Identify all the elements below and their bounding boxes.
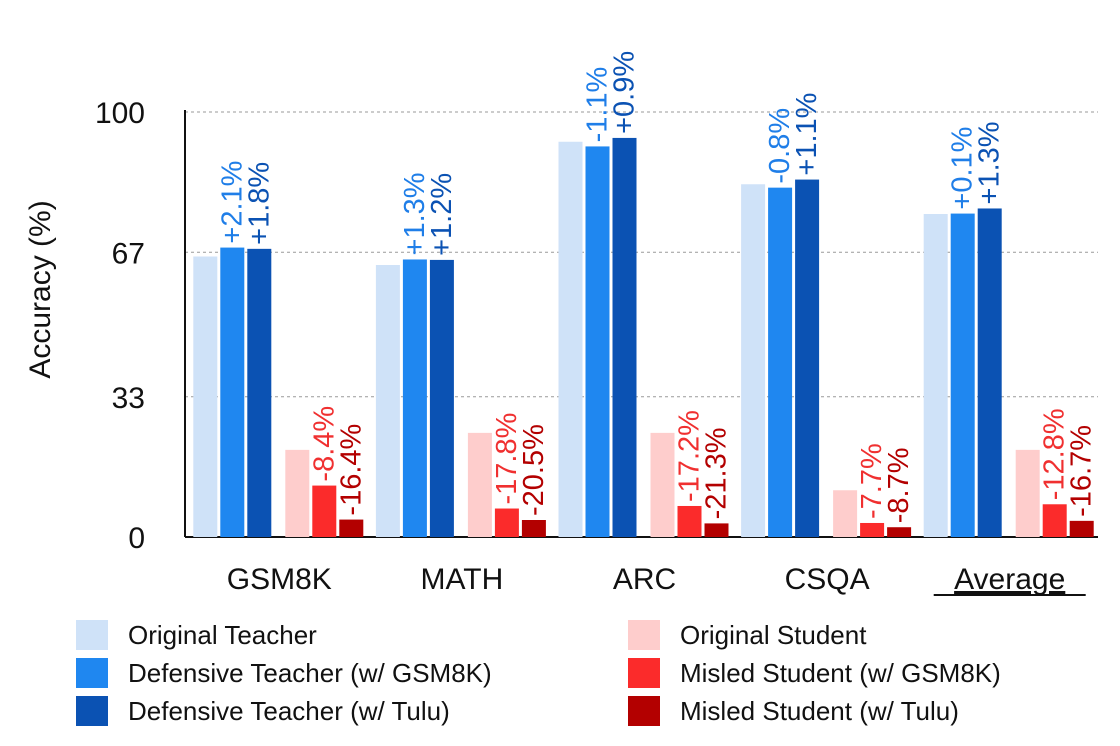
bar-csqa-series-4 <box>860 522 885 537</box>
y-tick-label: 100 <box>95 97 145 130</box>
legend-swatch <box>628 658 660 688</box>
data-label: -0.8% <box>764 108 796 184</box>
data-label: +1.3% <box>974 121 1006 204</box>
data-label: -17.8% <box>491 413 523 505</box>
data-label: +1.1% <box>791 93 823 176</box>
bar-arc-series-0 <box>558 141 583 537</box>
bar-average-series-0 <box>923 214 948 537</box>
x-tick-label: CSQA <box>785 563 870 596</box>
bar-gsm8k-series-2 <box>247 248 272 537</box>
data-label: +1.3% <box>399 172 431 255</box>
bar-arc-series-4 <box>677 505 702 537</box>
x-tick-label: GSM8K <box>227 563 332 596</box>
legend-label: Misled Student (w/ GSM8K) <box>680 658 1001 688</box>
bar-arc-series-3 <box>650 432 675 537</box>
y-axis-label: Accuracy (%) <box>24 200 57 378</box>
legend-swatch <box>76 620 108 650</box>
bar-math-series-5 <box>521 520 546 537</box>
bar-math-series-2 <box>429 259 454 537</box>
x-tick-label: MATH <box>421 563 504 596</box>
legend-label: Original Student <box>680 620 867 650</box>
y-tick-label: 0 <box>128 522 145 555</box>
bar-average-series-5 <box>1069 520 1094 537</box>
legend-swatch <box>76 658 108 688</box>
bar-arc-series-1 <box>585 146 610 538</box>
bar-csqa-series-0 <box>741 184 766 537</box>
data-label: -12.8% <box>1039 408 1071 500</box>
data-label: -17.2% <box>674 410 706 502</box>
bar-average-series-4 <box>1042 504 1067 537</box>
bar-gsm8k-series-0 <box>193 256 218 537</box>
data-label: +1.2% <box>426 173 458 256</box>
bar-math-series-1 <box>402 259 427 537</box>
x-tick-label: Average <box>954 563 1065 596</box>
legend-swatch <box>628 620 660 650</box>
data-label: +1.8% <box>243 162 275 245</box>
data-label: +2.1% <box>216 161 248 244</box>
bar-average-series-3 <box>1015 449 1040 537</box>
bar-gsm8k-series-1 <box>220 247 245 537</box>
data-label: -16.4% <box>335 424 367 516</box>
data-label: -16.7% <box>1066 425 1098 517</box>
y-tick-label: 67 <box>112 237 145 270</box>
legend-label: Misled Student (w/ Tulu) <box>680 696 959 726</box>
data-label: -8.7% <box>883 447 915 523</box>
data-label: -8.4% <box>308 406 340 482</box>
bar-average-series-2 <box>977 208 1002 537</box>
legend-label: Original Teacher <box>128 620 317 650</box>
bar-average-series-1 <box>950 213 975 537</box>
legend-label: Defensive Teacher (w/ GSM8K) <box>128 658 492 688</box>
bar-arc-series-2 <box>612 137 637 538</box>
data-label: -7.7% <box>856 443 888 519</box>
legend-label: Defensive Teacher (w/ Tulu) <box>128 696 450 726</box>
bar-csqa-series-2 <box>795 179 820 537</box>
bar-math-series-3 <box>467 432 492 537</box>
y-tick-label: 33 <box>112 382 145 415</box>
bar-csqa-series-1 <box>768 187 793 537</box>
bar-gsm8k-series-4 <box>312 485 337 537</box>
bar-csqa-series-3 <box>833 490 858 537</box>
bar-math-series-0 <box>375 265 400 537</box>
data-label: +0.9% <box>609 51 641 134</box>
x-tick-label: ARC <box>613 563 676 596</box>
data-label: -20.5% <box>518 424 550 516</box>
data-label: -1.1% <box>582 67 614 143</box>
bar-gsm8k-series-5 <box>339 519 364 537</box>
bar-gsm8k-series-3 <box>285 449 310 537</box>
bar-csqa-series-5 <box>887 527 912 537</box>
bar-arc-series-5 <box>704 523 729 537</box>
bar-math-series-4 <box>494 508 519 537</box>
data-label: +0.1% <box>947 127 979 210</box>
data-label: -21.3% <box>701 428 733 520</box>
legend-swatch <box>628 696 660 726</box>
legend-swatch <box>76 696 108 726</box>
